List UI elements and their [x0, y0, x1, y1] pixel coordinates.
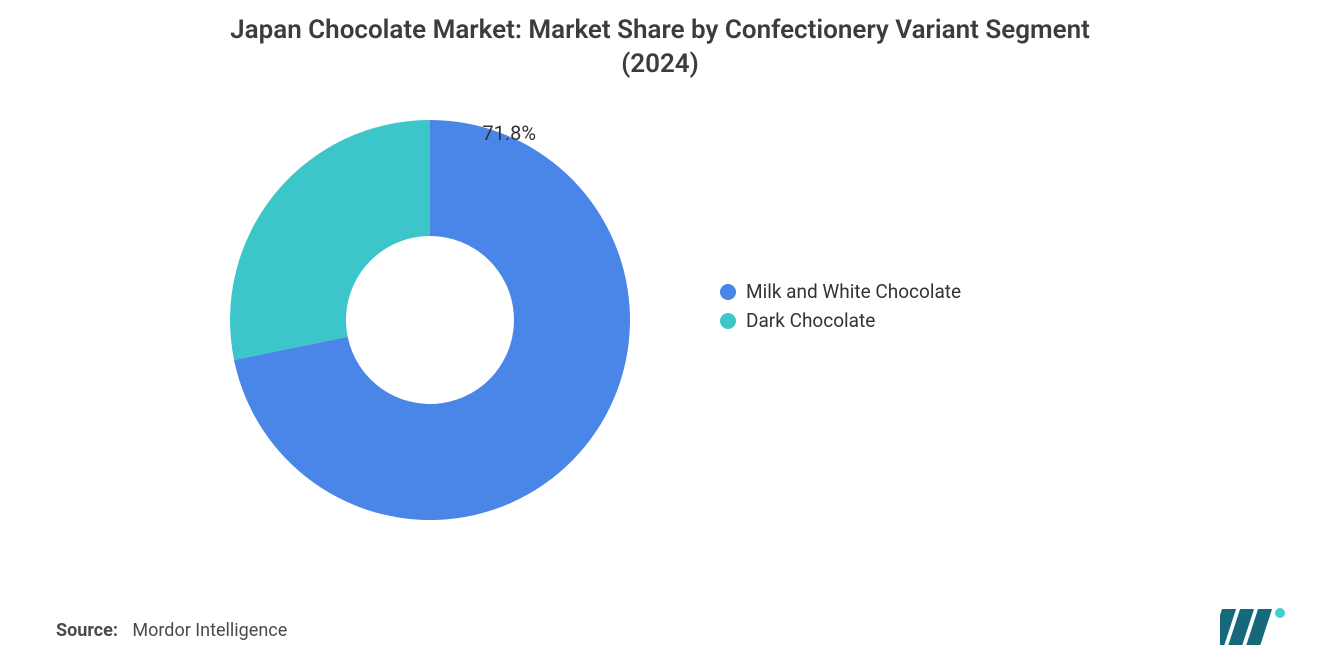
source-value: Mordor Intelligence [132, 620, 287, 641]
donut-chart: 71.8% [210, 100, 650, 540]
legend-label: Dark Chocolate [746, 309, 875, 332]
legend-label: Milk and White Chocolate [746, 280, 961, 303]
source-line: Source: Mordor Intelligence [56, 620, 287, 641]
donut-slice [230, 120, 430, 360]
chart-title-line1: Japan Chocolate Market: Market Share by … [230, 15, 1090, 45]
chart-title-line2: (2024) [621, 49, 699, 79]
source-label: Source: [56, 620, 118, 641]
legend-item: Dark Chocolate [720, 309, 961, 332]
legend-swatch [720, 284, 736, 300]
chart-title: Japan Chocolate Market: Market Share by … [0, 14, 1320, 82]
slice-value-label: 71.8% [482, 121, 536, 145]
legend-swatch [720, 313, 736, 329]
legend: Milk and White Chocolate Dark Chocolate [720, 280, 961, 338]
brand-logo [1220, 603, 1290, 645]
legend-item: Milk and White Chocolate [720, 280, 961, 303]
